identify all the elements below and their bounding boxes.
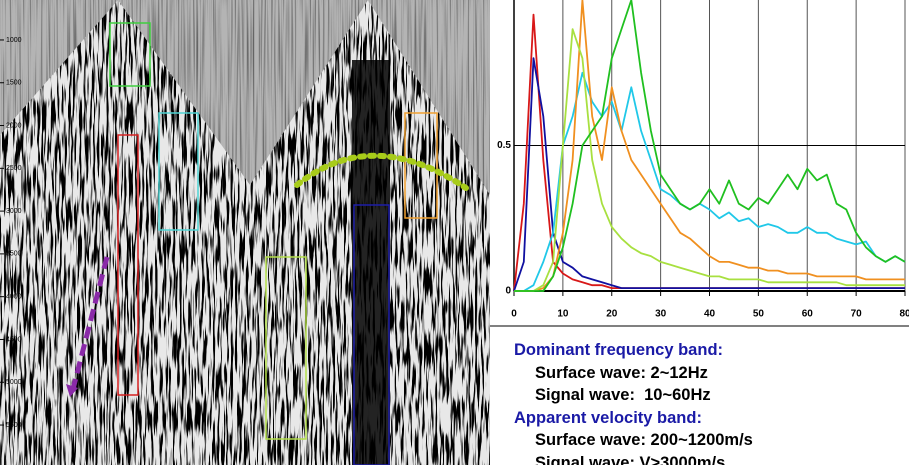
note-heading: Apparent velocity band: (514, 408, 702, 427)
note-line: Surface wave: 200~1200m/s (535, 431, 753, 449)
box-blue (353, 204, 390, 465)
y-tick-label: 0 (505, 286, 511, 297)
note-line: Signal wave: 10~60Hz (535, 386, 711, 404)
spectrum-line (514, 0, 905, 292)
arrow-head (66, 384, 78, 397)
y-tick-label: 3000 (6, 208, 22, 215)
x-tick-label: 0 (511, 309, 517, 320)
y-tick-label: 2000 (6, 122, 22, 129)
x-tick-label: 40 (704, 309, 716, 320)
box-red (117, 134, 139, 396)
y-tick-label: 1500 (6, 80, 22, 87)
dotted-arc (294, 152, 469, 191)
box-green (109, 22, 151, 87)
y-tick-label: 5000 (6, 379, 22, 386)
y-tick-label: 5500 (6, 422, 22, 429)
spectrum-line (514, 0, 906, 292)
box-lightgreen (265, 256, 307, 440)
x-tick-label: 50 (753, 309, 765, 320)
spectrum-chart: 0 10 20 30 40 50 60 70 80 0 0.5 (497, 0, 909, 320)
note-line: Surface wave: 2~12Hz (535, 363, 708, 382)
spectrum-line (514, 71, 906, 292)
seismic-panel (0, 0, 490, 465)
x-tick-label: 80 (899, 309, 909, 320)
y-tick-label: 2500 (6, 165, 22, 172)
x-tick-label: 30 (655, 309, 667, 320)
y-tick-label: 0.5 (497, 140, 511, 151)
y-tick-label: 1000 (6, 37, 22, 44)
notes: Dominant frequency band: Surface wave: 2… (514, 339, 909, 465)
y-tick-label: 4500 (6, 336, 22, 343)
spectrum-line (514, 28, 905, 292)
dashed-arrow (69, 256, 110, 394)
x-tick-label: 70 (851, 309, 863, 320)
box-orange (404, 112, 438, 219)
x-tick-label: 10 (557, 309, 569, 320)
y-tick-label: 3500 (6, 251, 22, 258)
spectrum-line (513, 57, 905, 292)
note-heading: Dominant frequency band: (514, 341, 724, 359)
box-cyan (158, 112, 199, 231)
y-tick-label: 4000 (6, 294, 22, 301)
seismic-axis: 1000 1500 2000 2500 3000 3500 4000 4500 5000 5500 (0, 37, 22, 429)
note-line: Signal wave: V>3000m/s (535, 453, 726, 465)
x-tick-label: 60 (802, 309, 814, 320)
x-tick-label: 20 (606, 309, 618, 320)
